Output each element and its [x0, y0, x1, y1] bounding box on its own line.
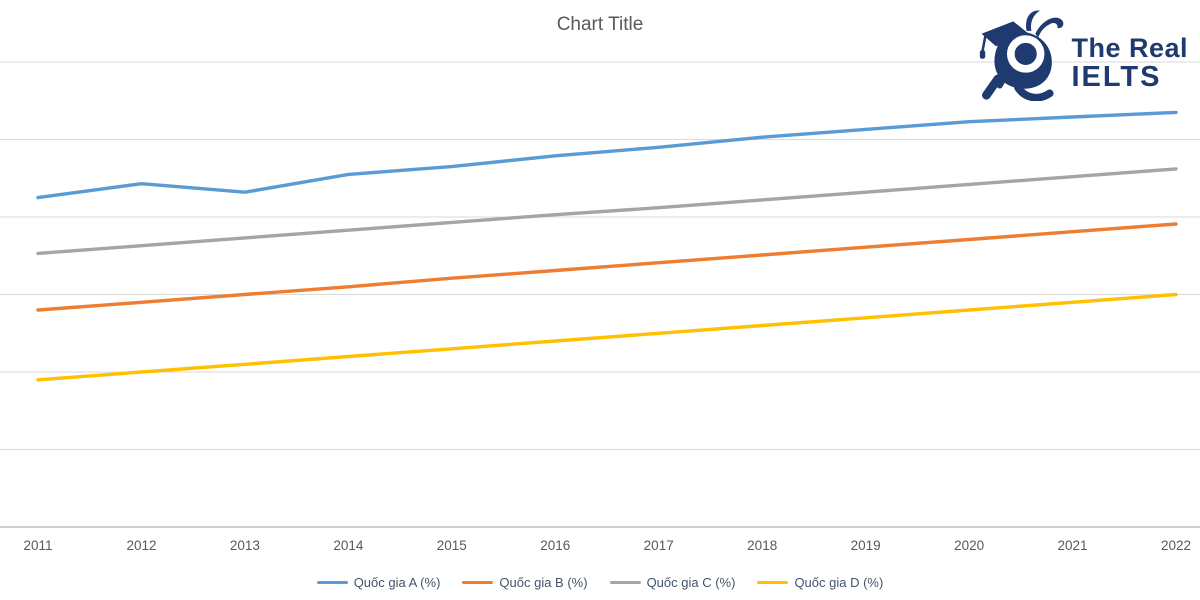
legend-swatch-icon — [757, 581, 789, 584]
legend-swatch-icon — [462, 581, 494, 584]
logo: The Real IELTS — [970, 5, 1188, 101]
series-line-2 — [36, 167, 1178, 256]
x-tick-label: 2011 — [23, 538, 52, 553]
legend-label: Quốc gia C (%) — [646, 575, 736, 590]
x-tick-label: 2014 — [333, 538, 364, 553]
x-tick-label: 2020 — [954, 538, 984, 553]
legend-item-0: Quốc gia A (%) — [316, 575, 441, 590]
legend-label: Quốc gia A (%) — [353, 575, 441, 590]
logo-text-line1: The Real — [1071, 32, 1188, 63]
logo-text-line2: IELTS — [1071, 60, 1162, 93]
x-tick-label: 2019 — [851, 538, 881, 553]
x-tick-label: 2013 — [230, 538, 260, 553]
x-tick-label: 2022 — [1161, 538, 1191, 553]
x-tick-label: 2018 — [747, 538, 777, 553]
legend-item-3: Quốc gia D (%) — [757, 575, 883, 590]
legend-item-2: Quốc gia C (%) — [609, 575, 736, 590]
snail-graduate-icon — [980, 10, 1064, 101]
legend-item-1: Quốc gia B (%) — [462, 575, 588, 590]
series-line-1 — [36, 222, 1178, 312]
series-line-0 — [36, 110, 1178, 200]
legend-swatch-icon — [609, 581, 641, 584]
x-tick-label: 2017 — [644, 538, 674, 553]
x-tick-label: 2021 — [1057, 538, 1087, 553]
chart-legend: Quốc gia A (%) Quốc gia B (%) Quốc gia C (… — [0, 575, 1200, 590]
x-tick-label: 2012 — [126, 538, 156, 553]
x-tick-label: 2016 — [540, 538, 570, 553]
legend-label: Quốc gia D (%) — [794, 575, 884, 590]
x-tick-label: 2015 — [437, 538, 467, 553]
chart-title: Chart Title — [556, 14, 644, 35]
legend-label: Quốc gia B (%) — [499, 575, 588, 590]
series-line-3 — [36, 292, 1178, 382]
legend-swatch-icon — [316, 581, 348, 584]
